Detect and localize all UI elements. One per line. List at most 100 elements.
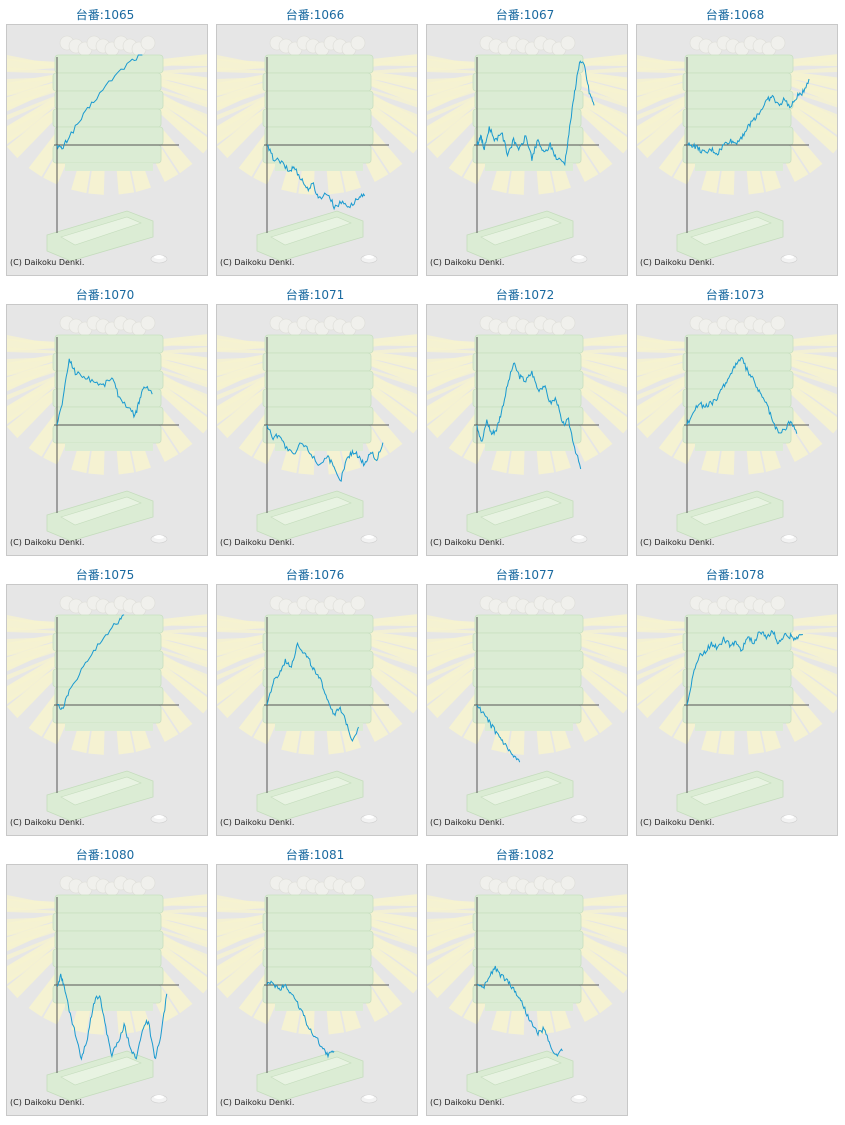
machine-number-link[interactable]: 台番:1067 (495, 8, 555, 22)
machine-number-link[interactable]: 台番:1080 (75, 848, 135, 862)
chart-panel: (C) Daikoku Denki. (6, 864, 208, 1116)
line-chart (217, 875, 417, 1104)
slot-machine-background (637, 315, 837, 544)
machine-chart-cell: 台番:1081 (C) Daikoku Denki. (210, 840, 420, 1120)
machine-number-link[interactable]: 台番:1070 (75, 288, 135, 302)
machine-number-link[interactable]: 台番:1066 (285, 8, 345, 22)
tray-decoration (256, 490, 378, 544)
box-stack-decoration (52, 614, 164, 731)
machine-chart-cell: 台番:1070 (C) Daikoku Denki. (0, 280, 210, 560)
line-chart (217, 595, 417, 824)
machine-chart-cell: 台番:1077 (C) Daikoku Denki. (420, 560, 630, 840)
box-stack-decoration (262, 334, 374, 451)
box-stack-decoration (52, 54, 164, 171)
slot-machine-background (217, 875, 417, 1104)
box-stack-decoration (262, 54, 374, 171)
copyright-text: (C) Daikoku Denki. (220, 818, 295, 827)
difference-series-line (56, 358, 153, 426)
tray-decoration (676, 210, 798, 264)
slot-machine-background (637, 595, 837, 824)
machine-chart-cell: 台番:1072 (C) Daikoku Denki. (420, 280, 630, 560)
slot-machine-background (7, 315, 207, 544)
balls-decoration (689, 35, 786, 57)
line-chart (427, 35, 627, 264)
chart-panel: (C) Daikoku Denki. (216, 584, 418, 836)
box-stack-decoration (472, 894, 584, 1011)
machine-number-link[interactable]: 台番:1082 (495, 848, 555, 862)
chart-panel: (C) Daikoku Denki. (216, 304, 418, 556)
difference-series-line (266, 641, 359, 742)
balls-decoration (689, 315, 786, 337)
difference-series-line (56, 614, 125, 710)
chart-panel: (C) Daikoku Denki. (636, 24, 838, 276)
difference-series-line (476, 965, 563, 1057)
difference-series-line (686, 356, 798, 434)
chart-panel: (C) Daikoku Denki. (216, 864, 418, 1116)
slot-machine-background (7, 35, 207, 264)
tray-decoration (256, 770, 378, 824)
machine-chart-cell: 台番:1082 (C) Daikoku Denki. (420, 840, 630, 1120)
tray-decoration (466, 1050, 588, 1104)
machine-chart-cell: 台番:1065 (C) Daikoku Denki. (0, 0, 210, 280)
line-chart (637, 35, 837, 264)
line-chart (637, 595, 837, 824)
machine-number-link[interactable]: 台番:1081 (285, 848, 345, 862)
copyright-text: (C) Daikoku Denki. (430, 818, 505, 827)
balls-decoration (269, 595, 366, 617)
difference-series-line (56, 54, 143, 150)
balls-decoration (269, 315, 366, 337)
box-stack-decoration (682, 54, 794, 171)
box-stack-decoration (472, 614, 584, 731)
difference-series-line (266, 980, 335, 1059)
machine-number-link[interactable]: 台番:1078 (705, 568, 765, 582)
balls-decoration (269, 35, 366, 57)
slot-machine-background (217, 315, 417, 544)
machine-number-link[interactable]: 台番:1065 (75, 8, 135, 22)
machine-number-link[interactable]: 台番:1068 (705, 8, 765, 22)
copyright-text: (C) Daikoku Denki. (430, 258, 505, 267)
tray-decoration (466, 770, 588, 824)
copyright-text: (C) Daikoku Denki. (10, 818, 85, 827)
machine-chart-cell: 台番:1071 (C) Daikoku Denki. (210, 280, 420, 560)
machine-chart-cell: 台番:1076 (C) Daikoku Denki. (210, 560, 420, 840)
tray-decoration (256, 1050, 378, 1104)
line-chart (7, 315, 207, 544)
slot-machine-background (217, 35, 417, 264)
machine-number-link[interactable]: 台番:1077 (495, 568, 555, 582)
difference-series-line (266, 424, 384, 482)
difference-series-line (56, 973, 168, 1061)
machine-chart-cell: 台番:1068 (C) Daikoku Denki. (630, 0, 840, 280)
copyright-text: (C) Daikoku Denki. (220, 1098, 295, 1107)
machine-number-link[interactable]: 台番:1073 (705, 288, 765, 302)
balls-decoration (269, 875, 366, 897)
machine-number-link[interactable]: 台番:1071 (285, 288, 345, 302)
chart-panel: (C) Daikoku Denki. (426, 304, 628, 556)
difference-series-line (686, 78, 810, 156)
line-chart (637, 315, 837, 544)
balls-decoration (59, 875, 156, 897)
copyright-text: (C) Daikoku Denki. (430, 538, 505, 547)
tray-decoration (676, 490, 798, 544)
box-stack-decoration (52, 894, 164, 1011)
box-stack-decoration (472, 54, 584, 171)
difference-series-line (266, 144, 366, 211)
copyright-text: (C) Daikoku Denki. (640, 538, 715, 547)
slot-machine-background (7, 875, 207, 1104)
machine-number-link[interactable]: 台番:1075 (75, 568, 135, 582)
chart-panel: (C) Daikoku Denki. (426, 864, 628, 1116)
balls-decoration (689, 595, 786, 617)
tray-decoration (466, 490, 588, 544)
machine-number-link[interactable]: 台番:1076 (285, 568, 345, 582)
tray-decoration (676, 770, 798, 824)
difference-series-line (476, 704, 521, 763)
machine-number-link[interactable]: 台番:1072 (495, 288, 555, 302)
balls-decoration (59, 35, 156, 57)
machine-chart-cell: 台番:1078 (C) Daikoku Denki. (630, 560, 840, 840)
chart-panel: (C) Daikoku Denki. (426, 584, 628, 836)
balls-decoration (479, 875, 576, 897)
copyright-text: (C) Daikoku Denki. (10, 258, 85, 267)
tray-decoration (46, 490, 168, 544)
machine-chart-cell: 台番:1067 (C) Daikoku Denki. (420, 0, 630, 280)
copyright-text: (C) Daikoku Denki. (430, 1098, 505, 1107)
